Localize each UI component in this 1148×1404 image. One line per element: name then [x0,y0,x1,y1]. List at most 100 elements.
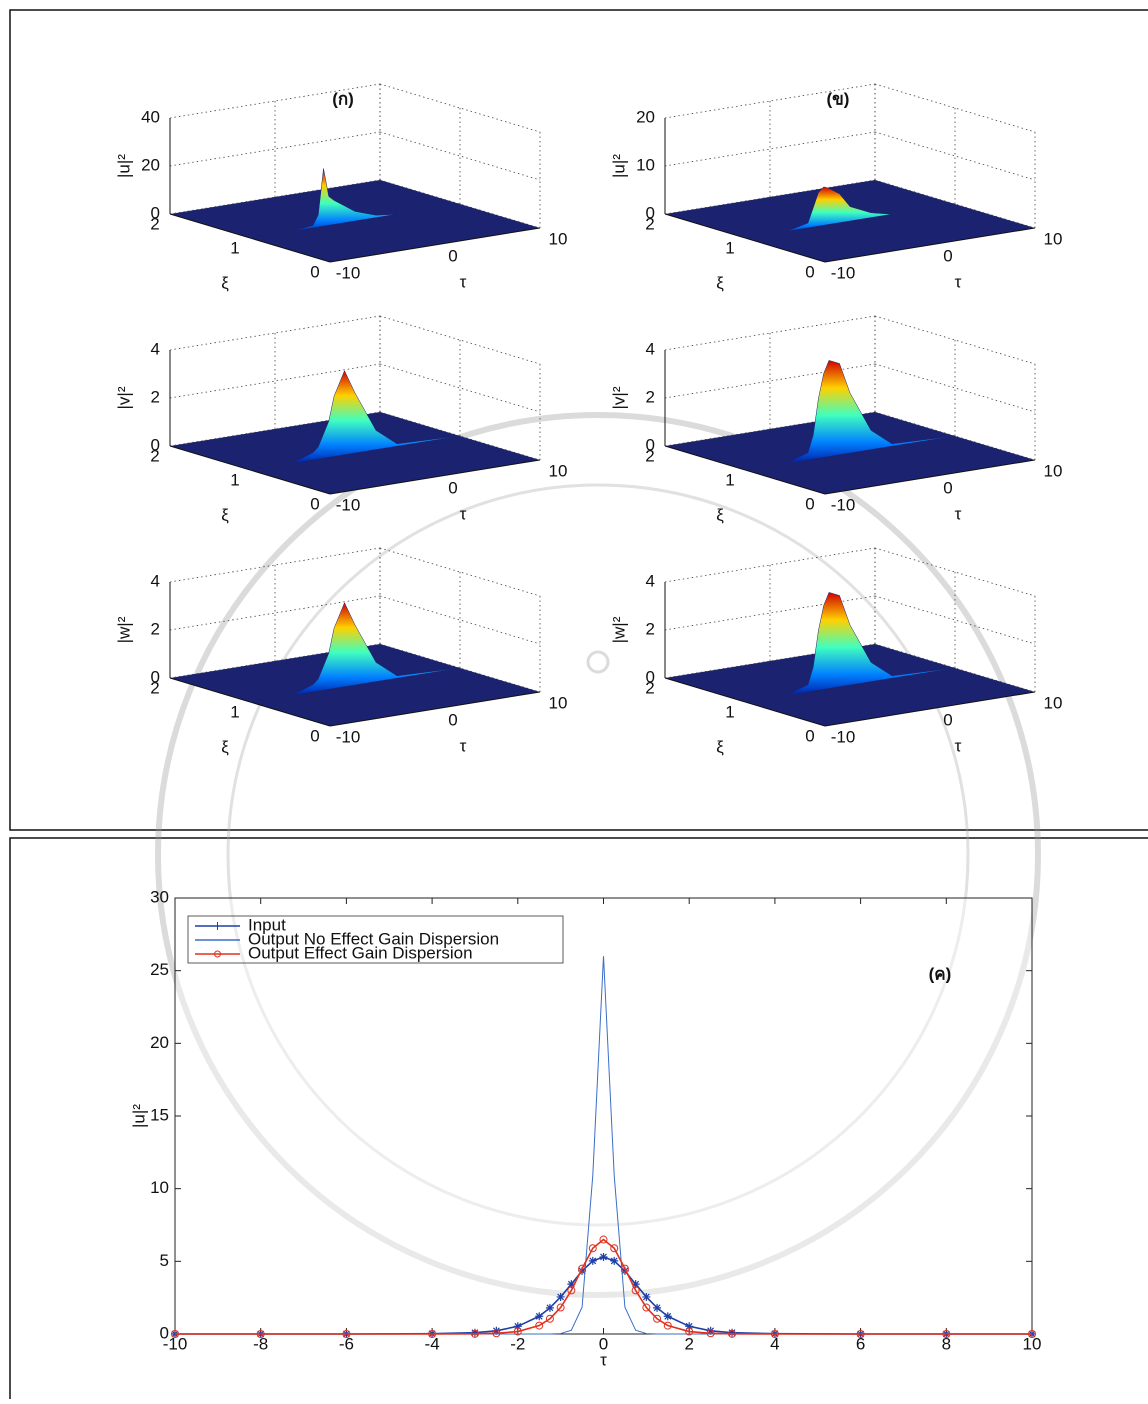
z-tick-label: 0 [151,203,160,222]
z-tick-label: 4 [151,571,160,590]
y-tick-label: 0 [310,726,319,745]
z-axis-label: |w|² [114,616,133,643]
x-axis-label: τ [600,1350,607,1369]
x-tick-label: -10 [336,727,361,746]
marker [663,1321,672,1330]
x-tick-label: -10 [163,1334,188,1353]
panel-title: (ก) [332,89,354,108]
marker [770,1330,779,1338]
x-tick-label: 10 [1023,1334,1042,1353]
marker [620,1264,629,1273]
z-tick-label: 4 [646,339,655,358]
grid-line [379,643,541,693]
marker [706,1326,715,1335]
x-axis-label: τ [460,504,467,523]
grid-line [379,547,541,597]
marker [256,1330,265,1338]
x-tick-label: 8 [942,1334,951,1353]
marker [631,1280,640,1289]
x-axis [824,459,1036,495]
surface-profile [744,592,956,703]
y-tick-label: 0 [805,494,814,513]
y-tick-label: 0 [310,494,319,513]
marker [588,1244,597,1253]
legend-box [187,915,564,964]
grid-line [379,83,541,133]
marker [642,1292,651,1301]
annotation: (ค) [929,964,952,983]
marker [342,1330,351,1338]
z-axis-label: |u|² [114,154,133,178]
y-axis-label: ξ [221,273,229,292]
x-tick-label: 0 [943,246,952,265]
marker [556,1303,565,1312]
x-axis-label: τ [460,736,467,755]
marker [706,1329,715,1338]
x-axis [824,227,1036,263]
marker [942,1330,951,1338]
y-axis-label: |u|² [129,1104,148,1128]
y-tick-label: 20 [150,1033,169,1052]
marker [171,1330,179,1338]
x-tick-label: 0 [599,1334,608,1353]
marker [492,1329,501,1338]
y-tick-label: 2 [645,214,654,233]
x-tick-label: -6 [339,1334,354,1353]
y-tick-label: 2 [150,446,159,465]
grid-line [874,131,1036,181]
z-tick-label: 20 [141,155,160,174]
marker [1028,1330,1036,1338]
x-tick-label: -10 [831,727,856,746]
z-tick-label: 4 [151,339,160,358]
grid-line [379,179,541,229]
x-axis-label: τ [460,272,467,291]
legend-label: Input [248,915,286,934]
surface-profile [744,186,956,239]
y-axis-label: ξ [716,273,724,292]
panel-title: (ข) [827,89,850,108]
y-tick-label: 1 [725,470,734,489]
grid-line [379,411,541,461]
x-tick-label: 10 [549,461,568,480]
z-tick-label: 0 [151,435,160,454]
y-tick-label: 1 [230,470,239,489]
z-tick-label: 0 [646,203,655,222]
z-tick-label: 2 [151,619,160,638]
x-tick-label: 10 [1044,229,1063,248]
marker [428,1330,437,1338]
marker [620,1266,629,1275]
marker [728,1328,737,1337]
x-tick-label: 4 [770,1334,779,1353]
marker [588,1256,597,1265]
y-tick-label: 0 [160,1323,169,1342]
marker [492,1326,501,1335]
x-tick-label: 10 [549,693,568,712]
surface-profile [249,602,461,703]
marker [610,1244,619,1253]
marker [470,1329,479,1338]
x-tick-label: 10 [1044,693,1063,712]
marker [578,1264,587,1273]
x-tick-label: -10 [336,495,361,514]
x-axis-label: τ [955,272,962,291]
x-tick-label: 0 [448,710,457,729]
legend-marker [214,950,221,958]
x-axis [329,459,541,495]
z-tick-label: 0 [646,667,655,686]
marker [513,1327,522,1336]
x-axis-label: τ [955,736,962,755]
y-tick-label: 0 [310,262,319,281]
top-frame [9,9,1148,831]
x-axis [824,691,1036,727]
marker [535,1321,544,1330]
y-tick-label: 1 [230,238,239,257]
y-tick-label: 1 [725,238,734,257]
surface-profile [744,360,956,471]
marker [685,1322,694,1331]
x-tick-label: -10 [831,263,856,282]
x-tick-label: -4 [425,1334,440,1353]
y-tick-label: 0 [805,726,814,745]
y-tick-label: 0 [805,262,814,281]
surface-profile [249,370,461,471]
x-tick-label: -8 [253,1334,268,1353]
